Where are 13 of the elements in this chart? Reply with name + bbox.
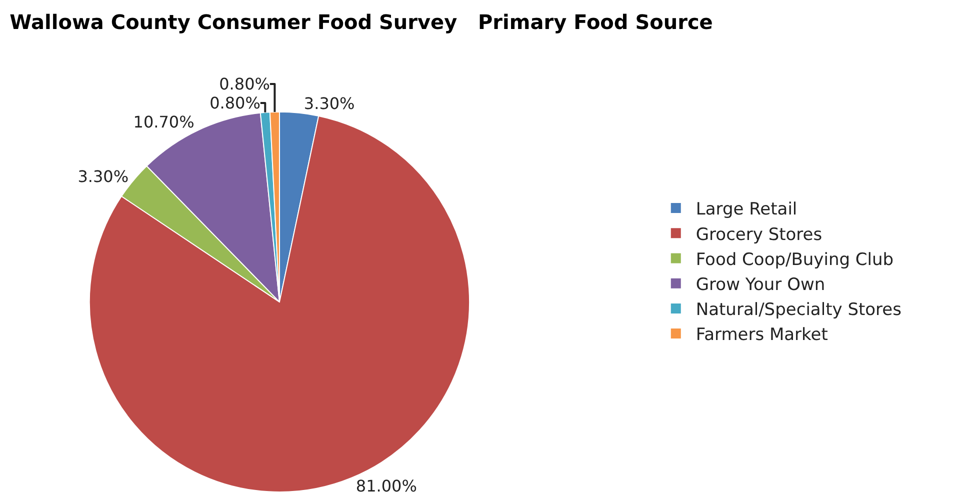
legend-label: Grow Your Own [696,274,826,295]
legend-label: Grocery Stores [696,224,822,245]
legend-label: Natural/Specialty Stores [696,300,902,320]
data-label: 10.70% [133,112,194,132]
chart-title: Wallowa County Consumer Food Survey Primary Food Source [10,10,713,34]
legend-label: Food Coop/Buying Club [696,250,894,270]
data-label: 0.80% [210,93,260,112]
legend-label: Farmers Market [696,325,828,346]
data-label: 3.30% [304,94,355,114]
data-label: 0.80% [219,74,270,94]
legend-label: Large Retail [696,200,798,220]
data-label: 3.30% [78,167,129,186]
data-label: 81.00% [356,476,417,496]
